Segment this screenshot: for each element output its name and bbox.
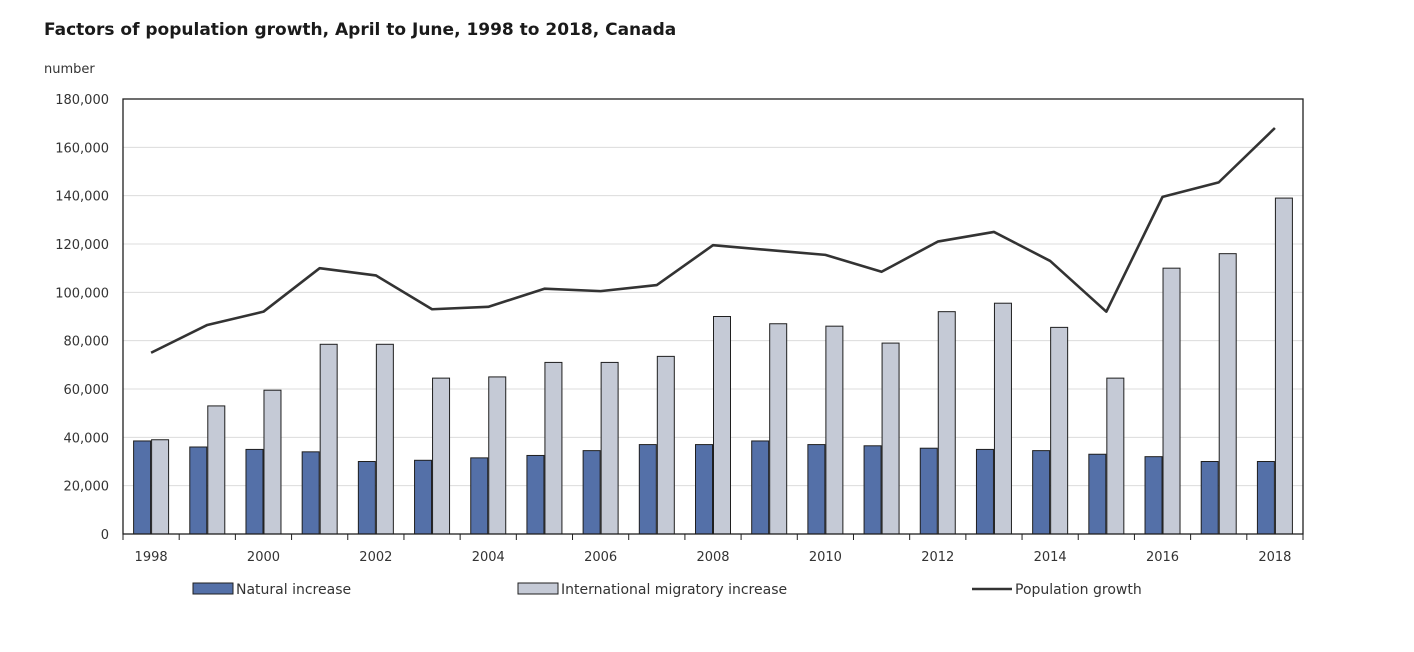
bar-natural-increase xyxy=(1144,456,1163,535)
bar-natural-increase xyxy=(1088,453,1107,535)
bar-international-migratory-increase xyxy=(1274,197,1293,535)
x-tick-label: 2012 xyxy=(921,550,954,565)
x-tick-label: 2000 xyxy=(247,550,280,565)
bar-international-migratory-increase xyxy=(1050,326,1069,535)
bar-natural-increase xyxy=(807,444,826,535)
plot-frame xyxy=(122,98,1304,535)
y-axis-unit-label: number xyxy=(44,62,95,77)
bar-international-migratory-increase xyxy=(656,355,675,535)
bar-natural-increase xyxy=(470,457,489,535)
bar-natural-increase xyxy=(919,447,938,535)
y-tick-label: 140,000 xyxy=(55,190,109,205)
bar-natural-increase xyxy=(133,440,152,535)
bar-international-migratory-increase xyxy=(713,316,731,535)
bar-international-migratory-increase xyxy=(1218,253,1237,535)
bar-natural-increase xyxy=(414,459,433,535)
y-tick-label: 120,000 xyxy=(55,238,109,253)
bar-international-migratory-increase xyxy=(151,439,170,535)
line-layer xyxy=(150,127,1276,354)
bar-international-migratory-increase xyxy=(937,311,956,535)
bar-international-migratory-increase xyxy=(881,342,900,535)
bar-international-migratory-increase xyxy=(319,343,338,535)
bar-international-migratory-increase xyxy=(488,376,507,535)
legend-swatch-natural-increase xyxy=(192,582,234,595)
bar-international-migratory-increase xyxy=(769,323,788,535)
bar-natural-increase xyxy=(1256,461,1275,535)
legend-swatch-international-migratory-increase xyxy=(517,582,559,595)
bar-layer xyxy=(133,197,1293,535)
x-tick-label: 2014 xyxy=(1034,550,1067,565)
bar-international-migratory-increase xyxy=(432,377,451,535)
bar-natural-increase xyxy=(751,440,770,535)
bar-international-migratory-increase xyxy=(1106,377,1125,535)
bar-natural-increase xyxy=(1032,450,1051,535)
bar-international-migratory-increase xyxy=(1162,267,1181,535)
y-tick-label: 100,000 xyxy=(55,286,109,301)
legend-label: Natural increase xyxy=(236,582,351,598)
x-tick-label: 2010 xyxy=(809,550,842,565)
x-tick-label: 2006 xyxy=(584,550,617,565)
bar-natural-increase xyxy=(695,444,713,535)
bar-international-migratory-increase xyxy=(544,361,563,535)
x-tick-label: 2018 xyxy=(1258,550,1291,565)
bar-international-migratory-increase xyxy=(375,343,394,535)
bar-international-migratory-increase xyxy=(825,325,844,535)
y-tick-label: 60,000 xyxy=(64,383,110,398)
bar-natural-increase xyxy=(526,454,545,535)
x-tick-label: 2002 xyxy=(359,550,392,565)
bar-natural-increase xyxy=(975,448,994,535)
bar-natural-increase xyxy=(638,444,657,535)
y-tick-label: 160,000 xyxy=(55,141,109,156)
bar-international-migratory-increase xyxy=(263,389,282,535)
x-tick-label: 2016 xyxy=(1146,550,1179,565)
bar-natural-increase xyxy=(357,461,376,535)
bar-natural-increase xyxy=(863,445,882,535)
y-tick-label: 40,000 xyxy=(64,431,110,446)
y-tick-label: 180,000 xyxy=(55,93,109,108)
x-tick-label: 2008 xyxy=(696,550,729,565)
y-tick-label: 0 xyxy=(101,528,109,543)
bar-natural-increase xyxy=(301,451,320,535)
legend-label: Population growth xyxy=(1015,582,1142,598)
y-tick-label: 20,000 xyxy=(64,480,110,495)
bar-natural-increase xyxy=(189,446,208,535)
bar-natural-increase xyxy=(1200,461,1219,535)
chart-title: Factors of population growth, April to J… xyxy=(44,20,677,40)
legend-label: International migratory increase xyxy=(561,582,787,598)
y-tick-label: 80,000 xyxy=(64,335,110,350)
x-tick-label: 1998 xyxy=(135,550,168,565)
bar-international-migratory-increase xyxy=(600,361,619,535)
axis-layer: 0 20,000 40,000 60,000 80,000 100,000 120,000 1… xyxy=(55,93,1304,565)
bar-natural-increase xyxy=(245,448,264,535)
x-tick-label: 2004 xyxy=(472,550,505,565)
bar-international-migratory-increase xyxy=(993,302,1012,535)
legend-layer: Natural increase International migratory … xyxy=(192,582,1142,598)
bar-international-migratory-increase xyxy=(207,405,226,535)
bar-natural-increase xyxy=(582,450,601,535)
